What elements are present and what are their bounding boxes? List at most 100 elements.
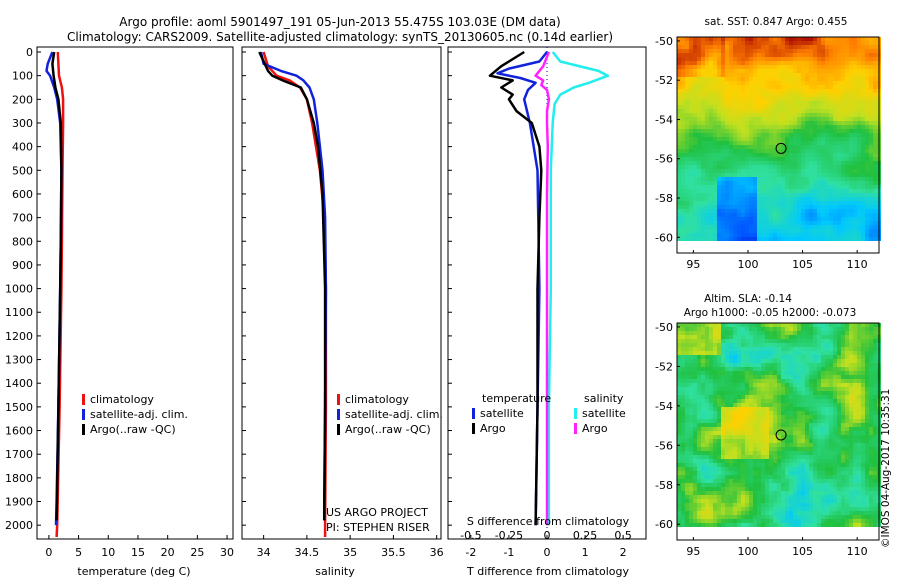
heatmap-cell: [809, 181, 813, 185]
heatmap-cell: [745, 423, 749, 427]
heatmap-cell: [829, 81, 833, 85]
heatmap-cell: [777, 149, 781, 153]
heatmap-cell: [729, 383, 733, 387]
heatmap-cell: [849, 125, 853, 129]
heatmap-cell: [681, 399, 685, 403]
heatmap-cell: [685, 339, 689, 343]
heatmap-cell: [849, 145, 853, 149]
heatmap-cell: [829, 427, 833, 431]
heatmap-cell: [769, 407, 773, 411]
heatmap-cell: [865, 137, 869, 141]
heatmap-cell: [713, 339, 717, 343]
heatmap-cell: [853, 153, 857, 157]
heatmap-cell: [781, 169, 785, 173]
heatmap-cell: [789, 165, 793, 169]
heatmap-cell: [821, 451, 825, 455]
heatmap-cell: [741, 229, 745, 233]
heatmap-cell: [773, 395, 777, 399]
heatmap-cell: [789, 61, 793, 65]
heatmap-cell: [845, 133, 849, 137]
heatmap-cell: [805, 391, 809, 395]
heatmap-cell: [697, 213, 701, 217]
heatmap-cell: [873, 387, 877, 391]
heatmap-cell: [845, 387, 849, 391]
heatmap-cell: [865, 383, 869, 387]
heatmap-cell: [677, 475, 681, 479]
heatmap-cell: [737, 145, 741, 149]
heatmap-cell: [721, 181, 725, 185]
heatmap-cell: [813, 463, 817, 467]
heatmap-cell: [865, 371, 869, 375]
heatmap-cell: [705, 359, 709, 363]
heatmap-cell: [725, 137, 729, 141]
heatmap-cell: [873, 189, 877, 193]
heatmap-cell: [693, 407, 697, 411]
heatmap-cell: [869, 423, 873, 427]
heatmap-cell: [777, 327, 781, 331]
heatmap-cell: [705, 69, 709, 73]
heatmap-cell: [753, 403, 757, 407]
heatmap-cell: [825, 439, 829, 443]
heatmap-cell: [801, 69, 805, 73]
heatmap-cell: [689, 209, 693, 213]
heatmap-cell: [713, 335, 717, 339]
heatmap-cell: [869, 217, 873, 221]
heatmap-cell: [733, 399, 737, 403]
heatmap-cell: [837, 61, 841, 65]
heatmap-cell: [761, 443, 765, 447]
heatmap-cell: [745, 61, 749, 65]
heatmap-cell: [813, 181, 817, 185]
heatmap-cell: [753, 197, 757, 201]
heatmap-cell: [837, 81, 841, 85]
heatmap-cell: [825, 363, 829, 367]
heatmap-cell: [753, 347, 757, 351]
heatmap-cell: [809, 491, 813, 495]
heatmap-cell: [761, 93, 765, 97]
heatmap-cell: [817, 213, 821, 217]
heatmap-cell: [781, 367, 785, 371]
heatmap-cell: [753, 177, 757, 181]
heatmap-cell: [821, 121, 825, 125]
heatmap-cell: [725, 197, 729, 201]
heatmap-cell: [801, 237, 805, 241]
heatmap-cell: [805, 475, 809, 479]
heatmap-cell: [853, 157, 857, 161]
heatmap-cell: [745, 467, 749, 471]
heatmap-cell: [705, 471, 709, 475]
heatmap-cell: [833, 367, 837, 371]
heatmap-cell: [833, 113, 837, 117]
heatmap-cell: [785, 339, 789, 343]
heatmap-cell: [745, 209, 749, 213]
heatmap-cell: [869, 41, 873, 45]
heatmap-cell: [737, 391, 741, 395]
heatmap-cell: [749, 423, 753, 427]
heatmap-cell: [809, 89, 813, 93]
heatmap-cell: [721, 347, 725, 351]
heatmap-cell: [761, 133, 765, 137]
heatmap-cell: [693, 109, 697, 113]
heatmap-cell: [829, 65, 833, 69]
heatmap-cell: [721, 233, 725, 237]
heatmap-cell: [765, 431, 769, 435]
heatmap-cell: [805, 121, 809, 125]
heatmap-cell: [749, 395, 753, 399]
heatmap-cell: [801, 439, 805, 443]
heatmap-cell: [825, 479, 829, 483]
heatmap-cell: [837, 93, 841, 97]
heatmap-cell: [693, 37, 697, 41]
heatmap-cell: [713, 209, 717, 213]
heatmap-cell: [849, 395, 853, 399]
heatmap-cell: [757, 137, 761, 141]
heatmap-cell: [757, 161, 761, 165]
lat-tick-label: -58: [655, 192, 673, 205]
heatmap-cell: [853, 371, 857, 375]
heatmap-cell: [825, 371, 829, 375]
heatmap-cell: [729, 379, 733, 383]
series-line-argo-raw-qc-: [258, 51, 327, 521]
heatmap-cell: [869, 221, 873, 225]
heatmap-cell: [721, 237, 725, 241]
heatmap-cell: [729, 81, 733, 85]
heatmap-cell: [709, 109, 713, 113]
heatmap-cell: [709, 443, 713, 447]
heatmap-cell: [777, 451, 781, 455]
